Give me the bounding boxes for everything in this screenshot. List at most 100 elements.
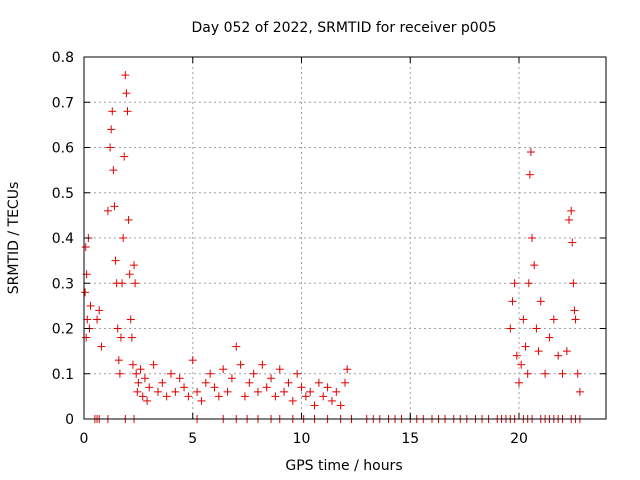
data-point xyxy=(214,392,223,401)
data-point xyxy=(223,387,232,396)
data-point xyxy=(510,279,519,288)
data-point xyxy=(123,107,132,116)
data-point xyxy=(558,369,567,378)
data-point xyxy=(126,315,135,324)
data-point xyxy=(343,365,352,374)
data-point xyxy=(267,374,276,383)
data-point xyxy=(280,387,289,396)
data-point xyxy=(108,107,117,116)
data-point xyxy=(245,378,254,387)
data-point xyxy=(171,387,180,396)
data-point xyxy=(121,71,130,80)
data-point xyxy=(275,365,284,374)
data-point xyxy=(301,392,310,401)
data-point xyxy=(140,374,149,383)
data-point xyxy=(111,256,120,265)
data-point xyxy=(554,351,563,360)
data-point xyxy=(124,215,133,224)
data-point xyxy=(571,315,580,324)
data-point xyxy=(153,387,162,396)
data-point xyxy=(332,387,341,396)
data-point xyxy=(103,206,112,215)
data-point xyxy=(114,356,123,365)
data-point xyxy=(116,333,125,342)
data-point xyxy=(81,243,90,252)
data-point xyxy=(106,143,115,152)
data-point xyxy=(95,306,104,315)
data-point xyxy=(534,347,543,356)
data-point xyxy=(86,301,95,310)
data-point xyxy=(138,392,147,401)
data-point xyxy=(523,369,532,378)
data-point xyxy=(115,369,124,378)
data-point xyxy=(293,369,302,378)
x-tick-label: 10 xyxy=(293,431,311,447)
data-point xyxy=(132,369,141,378)
data-point xyxy=(134,378,143,387)
y-axis-label: SRMTID / TECUs xyxy=(6,182,22,295)
data-point xyxy=(508,297,517,306)
x-tick-label: 0 xyxy=(80,431,89,447)
data-point xyxy=(97,342,106,351)
data-point xyxy=(118,279,127,288)
y-tick-label: 0.2 xyxy=(52,322,74,338)
data-point xyxy=(506,324,515,333)
data-point xyxy=(323,383,332,392)
data-point xyxy=(197,396,206,405)
data-point xyxy=(549,315,558,324)
data-point xyxy=(219,365,228,374)
data-point xyxy=(201,378,210,387)
data-point xyxy=(569,279,578,288)
data-point xyxy=(310,401,319,410)
data-point xyxy=(284,378,293,387)
data-point xyxy=(127,333,136,342)
data-point xyxy=(515,378,523,387)
data-point xyxy=(188,356,197,365)
data-point xyxy=(570,306,579,315)
data-point xyxy=(240,392,249,401)
y-tick-label: 0.8 xyxy=(52,50,74,66)
data-point xyxy=(206,369,215,378)
y-tick-label: 0 xyxy=(65,412,74,428)
data-point xyxy=(236,360,245,369)
y-tick-label: 0.3 xyxy=(52,276,74,292)
data-point xyxy=(567,206,576,215)
data-point xyxy=(249,369,258,378)
data-point xyxy=(288,396,297,405)
data-point xyxy=(128,360,137,369)
data-point xyxy=(327,396,336,405)
data-point xyxy=(545,333,554,342)
data-point xyxy=(297,383,306,392)
x-tick-label: 5 xyxy=(188,431,197,447)
data-point xyxy=(258,360,267,369)
data-point xyxy=(528,234,537,242)
data-point xyxy=(526,148,535,157)
data-point xyxy=(306,387,315,396)
data-point xyxy=(532,324,541,333)
data-point xyxy=(271,392,280,401)
data-point xyxy=(83,315,92,324)
y-tick-label: 0.6 xyxy=(52,141,74,157)
data-point xyxy=(568,238,577,247)
data-point xyxy=(120,152,129,161)
data-point xyxy=(565,215,574,224)
data-point xyxy=(145,383,154,392)
x-tick-label: 15 xyxy=(401,431,419,447)
x-tick-label: 20 xyxy=(510,431,528,447)
data-point xyxy=(175,374,184,383)
data-point xyxy=(336,401,345,410)
data-point xyxy=(210,383,219,392)
data-point xyxy=(93,315,102,324)
data-point xyxy=(184,392,193,401)
data-point xyxy=(131,279,140,288)
y-tick-label: 0.4 xyxy=(52,231,74,247)
data-point xyxy=(541,369,550,378)
chart-title: Day 052 of 2022, SRMTID for receiver p00… xyxy=(191,20,496,36)
data-point xyxy=(119,234,128,242)
data-point xyxy=(193,387,202,396)
data-points xyxy=(81,71,584,423)
data-point xyxy=(524,279,533,288)
data-point xyxy=(167,369,175,378)
data-point xyxy=(314,378,323,387)
